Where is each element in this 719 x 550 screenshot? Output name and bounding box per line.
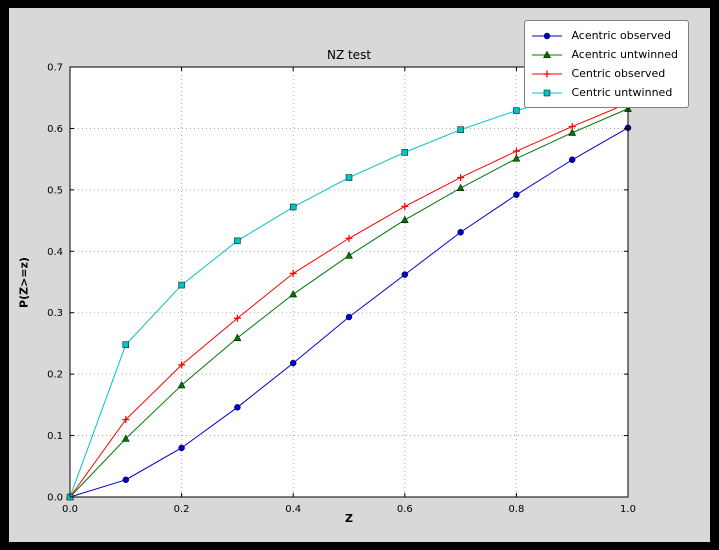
legend-label: Acentric observed (571, 29, 671, 42)
marker-square (122, 341, 130, 348)
x-tick-label: 0.4 (285, 504, 301, 515)
x-axis-label: Z (345, 512, 353, 525)
marker-triangle (345, 251, 353, 259)
legend-sample-line (532, 32, 563, 39)
chart-title: NZ test (326, 48, 372, 62)
y-tick-label: 0.3 (47, 308, 63, 319)
marker-square (401, 149, 409, 156)
legend: Acentric observed Acentric untwinned Cen… (524, 20, 689, 108)
x-tick-label: 0.0 (62, 504, 78, 515)
legend-entry: Centric untwinned (531, 83, 678, 102)
plot-area (70, 67, 628, 497)
legend-entry: Acentric observed (531, 26, 678, 45)
x-tick-label: 0.2 (174, 504, 190, 515)
marker-triangle (233, 333, 242, 341)
marker-circle (457, 228, 464, 236)
legend-sample-line (532, 89, 563, 96)
legend-label: Centric untwinned (571, 86, 673, 99)
marker-triangle (543, 50, 552, 58)
marker-circle (289, 359, 297, 367)
y-tick-label: 0.1 (47, 431, 63, 442)
legend-label: Centric observed (571, 67, 666, 80)
marker-triangle (289, 289, 298, 298)
marker-circle (513, 191, 520, 199)
marker-circle (345, 313, 353, 321)
marker-triangle (456, 183, 465, 192)
legend-sample-line (532, 50, 563, 58)
x-tick-label: 0.6 (397, 504, 413, 515)
marker-square (345, 174, 353, 181)
axes-frame (69, 66, 629, 498)
marker-triangle (400, 215, 409, 224)
marker-triangle (121, 434, 130, 442)
y-tick-label: 0.6 (47, 124, 63, 135)
marker-square (513, 107, 520, 114)
y-tick-label: 0.5 (47, 185, 63, 196)
x-tick-label: 0.8 (508, 504, 524, 515)
marker-circle (234, 404, 241, 411)
marker-triangle (568, 128, 577, 136)
legend-entry: Acentric untwinned (531, 45, 678, 64)
marker-circle (568, 156, 576, 164)
legend-sample-line (532, 70, 563, 77)
marker-square (178, 281, 185, 289)
y-axis-label: P(Z>=z) (17, 257, 31, 308)
marker-triangle (177, 380, 186, 389)
legend-label: Acentric untwinned (571, 48, 678, 61)
y-tick-label: 0.4 (47, 247, 63, 258)
y-tick-label: 0.2 (47, 370, 63, 381)
y-tick-label: 0.0 (47, 493, 63, 504)
marker-circle (178, 444, 185, 452)
x-tick-label: 1.0 (620, 504, 636, 515)
marker-square (457, 126, 464, 133)
legend-entry: Centric observed (531, 64, 678, 83)
marker-circle (401, 271, 409, 278)
marker-square (234, 237, 241, 245)
marker-square (544, 89, 551, 96)
marker-triangle (512, 154, 521, 162)
y-tick-label: 0.7 (47, 63, 63, 74)
marker-circle (122, 476, 130, 484)
marker-circle (544, 32, 551, 39)
marker-square (289, 203, 297, 211)
